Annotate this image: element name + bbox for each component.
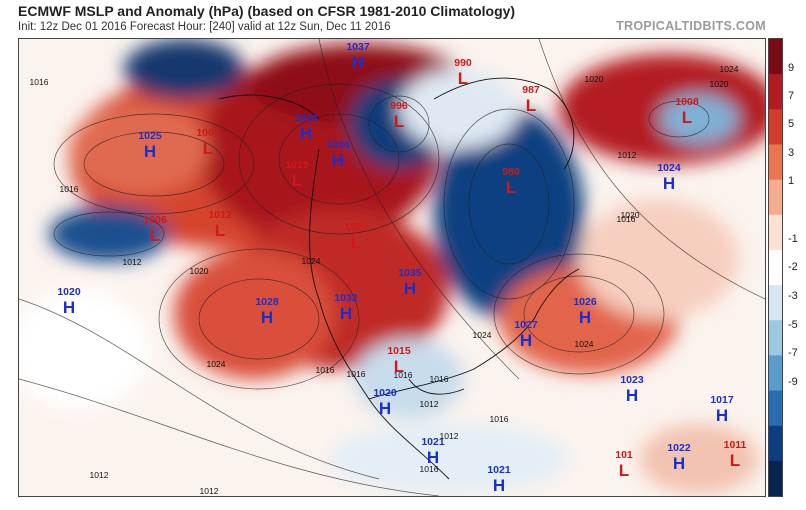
colorbar-tick-label: 3 [788,147,795,159]
pressure-anomaly-map: 1037 H 1025 H 1007 L 1034 H 1044 H 1019 L 990 L 996 L 98… [18,38,766,497]
isobar-label: 1016 [315,365,335,375]
map-canvas [19,39,765,496]
colorbar-tick-label: -3 [788,290,798,302]
isobar-label: 1020 [189,266,209,276]
isobar-label: 1016 [59,184,79,194]
isobar-label: 1012 [89,470,109,480]
colorbar-swatch [769,214,782,251]
colorbar-tick-label: 9 [788,62,795,74]
colorbar-tick-label: 5 [788,118,795,130]
colorbar-tick-label: 1 [788,175,795,187]
isobar-label: 1016 [419,464,439,474]
isobar-lines [19,39,765,496]
colorbar-swatch [769,425,782,462]
isobar-label: 1024 [472,330,492,340]
colorbar-tick-label: -2 [788,261,798,273]
anomaly-colorbar [768,38,783,497]
coastlines [218,77,580,480]
isobar-label: 1020 [709,79,729,89]
colorbar-gradient [769,39,782,497]
isobar-label: 1012 [199,486,219,496]
isobar-label: 1024 [301,256,321,266]
isobar-label: 1024 [719,64,739,74]
colorbar-swatch [769,144,782,181]
colorbar-tick-label: 7 [788,90,795,102]
colorbar-swatch [769,74,782,111]
brand-watermark: TROPICALTIDBITS.COM [616,19,766,33]
isobar-label: 1016 [429,374,449,384]
isobar-label: 1020 [620,210,640,220]
isobar-label: 1024 [206,359,226,369]
isobar-label: 1012 [617,150,637,160]
colorbar-swatch [769,390,782,427]
isobar-label: 1012 [419,399,439,409]
colorbar-tick-label: -9 [788,376,798,388]
colorbar-swatch [769,285,782,322]
isobar-label: 1016 [346,369,366,379]
colorbar-swatch [769,109,782,146]
isobar-label: 1012 [439,431,459,441]
colorbar-swatch [769,39,782,76]
colorbar-swatch [769,460,782,497]
isobar-label: 1012 [122,257,142,267]
isobar-label: 1016 [393,370,413,380]
isobar-label: 1016 [489,414,509,424]
isobar-label: 1024 [574,339,594,349]
colorbar-tick-label: -7 [788,347,798,359]
map-subtitle: Init: 12z Dec 01 2016 Forecast Hour: [24… [18,21,391,33]
colorbar-tick-label: -5 [788,319,798,331]
map-title: ECMWF MSLP and Anomaly (hPa) (based on C… [18,3,516,19]
isobar-label: 1020 [584,74,604,84]
isobar-label: 1016 [616,214,636,224]
colorbar-tick-label: -1 [788,233,798,245]
isobar-label: 1016 [29,77,49,87]
anomaly-shading [19,39,765,494]
colorbar-swatch [769,249,782,287]
colorbar-swatch [769,320,782,357]
colorbar-swatch [769,179,782,216]
colorbar-swatch [769,355,782,392]
